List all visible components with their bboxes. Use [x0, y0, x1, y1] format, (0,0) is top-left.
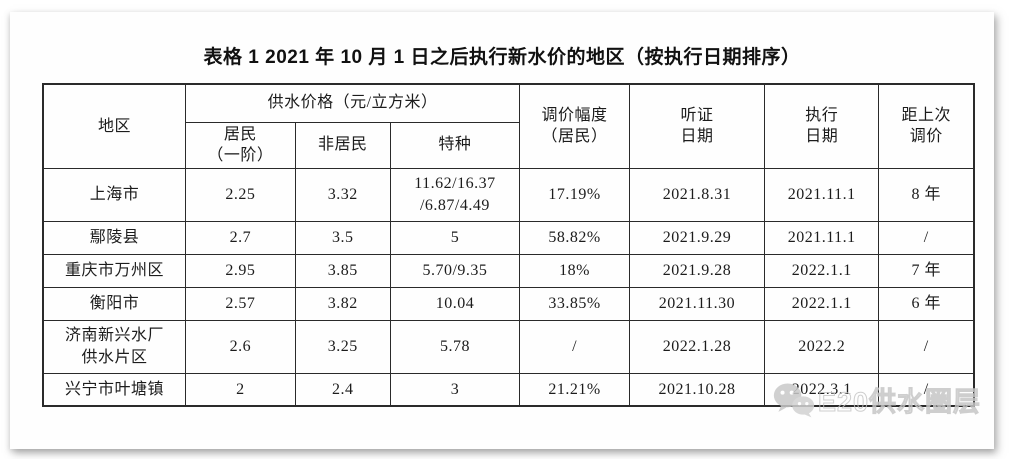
table-row: 上海市 2.25 3.32 11.62/16.37 /6.87/4.49 17.… [42, 167, 975, 222]
cell-since-last: 7 年 [878, 253, 975, 288]
cell-hearing-date: 2022.1.28 [628, 319, 765, 374]
cell-since-last: / [878, 220, 975, 255]
cell-non-resident-price: 2.4 [294, 372, 391, 407]
cell-special-price: 11.62/16.37 /6.87/4.49 [389, 167, 521, 222]
cell-effective-date: 2022.2 [763, 319, 880, 374]
header-price-group: 供水价格（元/立方米） [184, 83, 521, 123]
header-price-special: 特种 [389, 121, 521, 169]
cell-resident-price: 2.6 [184, 319, 296, 374]
header-row-1: 地区 供水价格（元/立方米） 调价幅度 （居民） 听证 日期 执行 日期 距上次… [42, 83, 975, 169]
cell-effective-date: 2022.1.1 [763, 253, 880, 288]
cell-region: 济南新兴水厂 供水片区 [42, 319, 186, 374]
water-price-table: 地区 供水价格（元/立方米） 调价幅度 （居民） 听证 日期 执行 日期 距上次… [42, 83, 975, 408]
cell-special-price: 10.04 [389, 286, 521, 321]
cell-adjustment: 18% [519, 253, 630, 288]
cell-resident-price: 2.57 [184, 286, 296, 321]
cell-non-resident-price: 3.25 [294, 319, 391, 374]
cell-effective-date: 2022.1.1 [763, 286, 880, 321]
cell-special-price: 5.78 [389, 319, 521, 374]
cell-non-resident-price: 3.32 [294, 167, 391, 222]
cell-adjustment: 58.82% [519, 220, 630, 255]
cell-since-last: / [878, 319, 975, 374]
header-region: 地区 [42, 83, 186, 169]
cell-region: 兴宁市叶塘镇 [42, 372, 186, 407]
cell-region: 重庆市万州区 [42, 253, 186, 288]
cell-hearing-date: 2021.10.28 [628, 372, 765, 407]
table-row: 鄢陵县 2.7 3.5 5 58.82% 2021.9.29 2021.11.1… [42, 220, 975, 255]
cell-hearing-date: 2021.9.28 [628, 253, 765, 288]
table-row: 济南新兴水厂 供水片区 2.6 3.25 5.78 / 2022.1.28 20… [42, 319, 975, 374]
table-title: 表格 1 2021 年 10 月 1 日之后执行新水价的地区（按执行日期排序） [203, 47, 801, 68]
header-price-non-resident: 非居民 [294, 121, 391, 169]
cell-resident-price: 2.7 [184, 220, 296, 255]
cell-hearing-date: 2021.11.30 [628, 286, 765, 321]
cell-special-price: 3 [389, 372, 521, 407]
table-row: 兴宁市叶塘镇 2 2.4 3 21.21% 2021.10.28 2022.3.… [42, 372, 975, 407]
cell-resident-price: 2.95 [184, 253, 296, 288]
table-row: 衡阳市 2.57 3.82 10.04 33.85% 2021.11.30 20… [42, 286, 975, 321]
document-page: 表格 1 2021 年 10 月 1 日之后执行新水价的地区（按执行日期排序） … [10, 12, 994, 449]
cell-special-price: 5 [389, 220, 521, 255]
cell-adjustment: / [519, 319, 630, 374]
cell-non-resident-price: 3.5 [294, 220, 391, 255]
cell-since-last: 8 年 [878, 167, 975, 222]
cell-hearing-date: 2021.9.29 [628, 220, 765, 255]
header-hearing-date: 听证 日期 [628, 83, 765, 169]
cell-non-resident-price: 3.82 [294, 286, 391, 321]
table-row: 重庆市万州区 2.95 3.85 5.70/9.35 18% 2021.9.28… [42, 253, 975, 288]
cell-special-price: 5.70/9.35 [389, 253, 521, 288]
header-price-resident: 居民 （一阶） [184, 121, 296, 169]
cell-region: 衡阳市 [42, 286, 186, 321]
header-row-2: 居民 （一阶） 非居民 特种 [43, 121, 974, 169]
cell-effective-date: 2021.11.1 [763, 167, 880, 222]
header-adjustment: 调价幅度 （居民） [519, 83, 630, 169]
cell-adjustment: 21.21% [519, 372, 630, 407]
cell-region: 上海市 [42, 167, 186, 222]
cell-since-last: / [878, 372, 975, 407]
cell-region: 鄢陵县 [42, 220, 186, 255]
cell-since-last: 6 年 [878, 286, 975, 321]
header-effective-date: 执行 日期 [763, 83, 880, 169]
cell-adjustment: 17.19% [519, 167, 630, 222]
cell-effective-date: 2022.3.1 [763, 372, 880, 407]
cell-hearing-date: 2021.8.31 [628, 167, 765, 222]
cell-adjustment: 33.85% [519, 286, 630, 321]
cell-non-resident-price: 3.85 [294, 253, 391, 288]
header-since-last: 距上次 调价 [878, 83, 975, 169]
cell-effective-date: 2021.11.1 [763, 220, 880, 255]
cell-resident-price: 2 [184, 372, 296, 407]
cell-resident-price: 2.25 [184, 167, 296, 222]
